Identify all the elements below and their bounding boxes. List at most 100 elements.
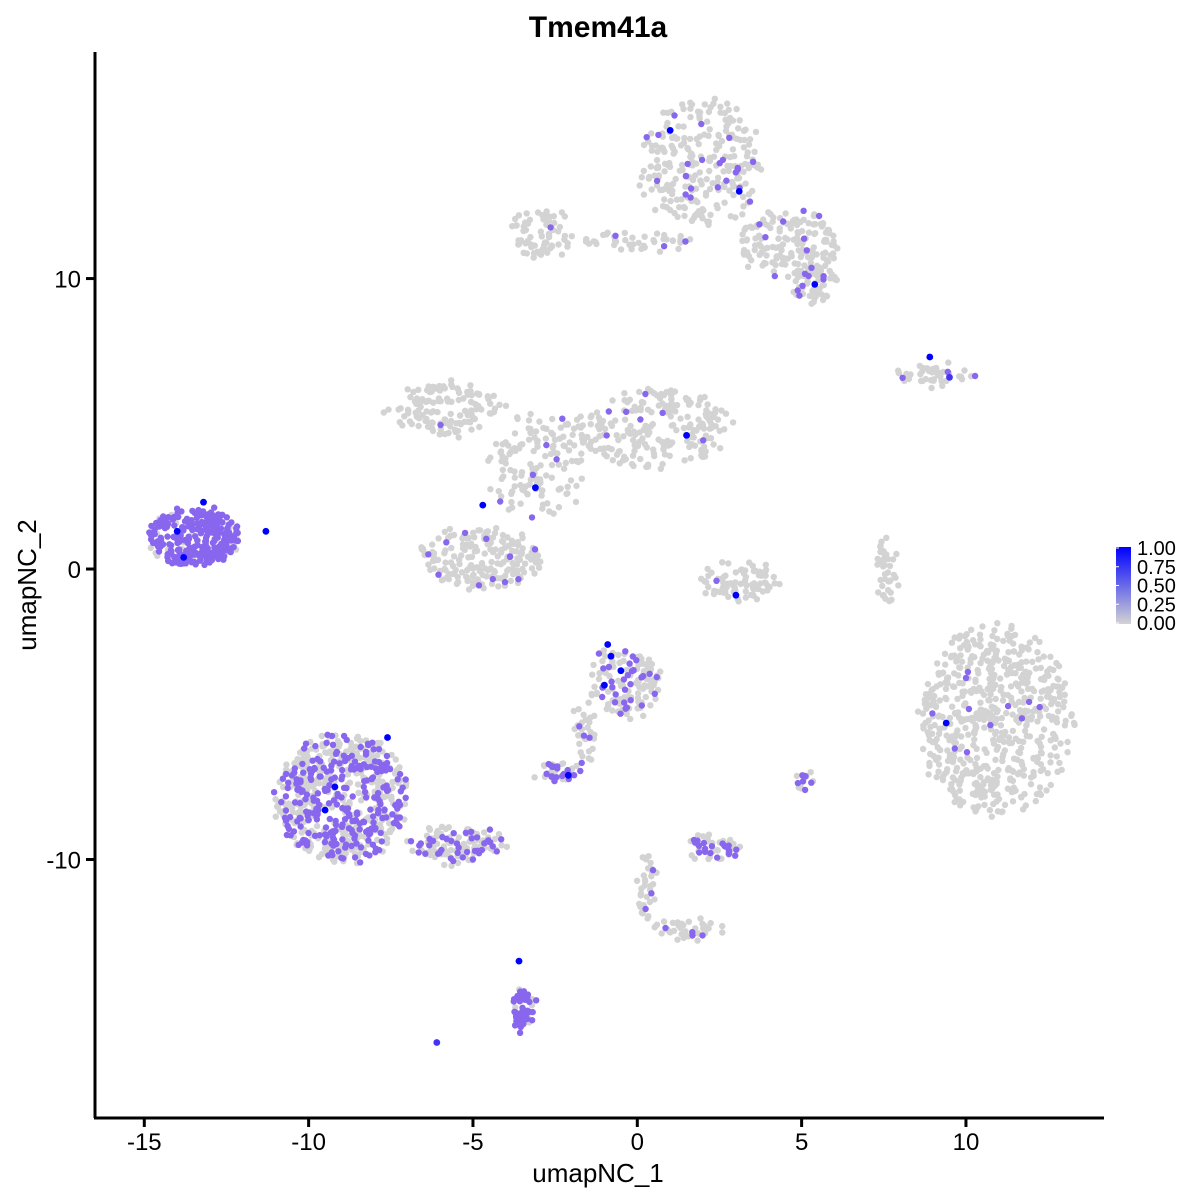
cell-point (1005, 649, 1012, 656)
cell-point (648, 147, 655, 154)
cell-point (648, 186, 655, 193)
cell-point (154, 521, 161, 528)
cell-point (1068, 711, 1075, 718)
cell-point (450, 553, 458, 560)
cell-point (648, 142, 656, 149)
cell-point (819, 221, 826, 229)
cell-point (1014, 756, 1021, 763)
cell-point (973, 754, 981, 762)
cell-point (649, 866, 657, 874)
cell-point (356, 826, 363, 833)
cell-point (646, 898, 654, 906)
cell-point (1009, 727, 1017, 735)
cell-point (1003, 709, 1010, 717)
cell-point (928, 384, 935, 392)
high-expression-point (811, 281, 819, 288)
high-expression-point (946, 373, 953, 381)
cell-point (992, 681, 999, 689)
cell-point (629, 452, 637, 459)
cell-point (725, 560, 732, 567)
cell-point (642, 693, 649, 701)
cell-point (314, 790, 322, 797)
cell-point (474, 577, 482, 584)
cell-point (520, 487, 527, 494)
cell-point (879, 582, 886, 590)
cell-point (776, 580, 783, 588)
cell-point (430, 399, 437, 406)
cell-point (633, 657, 640, 664)
cell-point (964, 668, 972, 676)
cell-point (1004, 702, 1012, 710)
cell-point (448, 377, 455, 384)
cell-point (551, 436, 559, 443)
cell-point (726, 134, 733, 141)
cell-point (438, 577, 446, 584)
high-expression-point (601, 681, 608, 689)
cell-point (1037, 749, 1045, 756)
cell-point (976, 631, 984, 638)
cell-point (394, 776, 401, 783)
cell-point (587, 714, 594, 721)
cell-point (362, 748, 370, 756)
cell-point (688, 217, 696, 224)
cell-point (405, 407, 412, 414)
cell-point (1018, 794, 1025, 801)
cell-point (633, 877, 641, 884)
cell-point (703, 176, 710, 183)
cell-point (468, 410, 475, 418)
cell-point (441, 430, 448, 438)
cell-point (935, 730, 943, 737)
cell-point (729, 146, 737, 153)
cell-point (962, 770, 969, 777)
y-tick-label: 10 (54, 267, 81, 294)
cell-point (923, 705, 930, 712)
cell-point (375, 777, 382, 784)
cell-point (634, 690, 642, 697)
cell-point (1047, 752, 1054, 759)
cell-point (544, 500, 551, 507)
cell-point (677, 237, 684, 245)
cell-point (673, 427, 680, 434)
cell-point (701, 848, 709, 855)
cell-point (551, 219, 558, 227)
cell-point (548, 474, 555, 481)
cell-point (592, 447, 599, 455)
cell-point (516, 556, 524, 564)
cell-point (495, 583, 502, 590)
cell-point (590, 661, 597, 669)
cell-point (288, 772, 296, 779)
cell-point (356, 762, 363, 769)
cell-point (488, 558, 495, 566)
high-expression-point (532, 484, 539, 492)
cell-point (412, 409, 419, 416)
cell-point (983, 647, 991, 655)
cell-point (914, 708, 922, 715)
cell-point (648, 130, 655, 137)
cell-point (799, 282, 806, 289)
cell-point (721, 199, 728, 206)
cell-point (668, 190, 676, 198)
cell-point (1034, 758, 1041, 766)
cell-point (340, 855, 347, 862)
cell-point (637, 416, 644, 423)
cell-point (732, 569, 739, 576)
cell-point (358, 797, 365, 804)
cell-point (939, 773, 946, 780)
cell-point (688, 101, 696, 108)
cell-point (531, 570, 538, 577)
cell-point (650, 446, 657, 453)
cell-point (968, 714, 976, 722)
cell-point (221, 537, 229, 545)
cell-point (584, 724, 591, 731)
cell-point (607, 420, 614, 427)
cell-point (367, 806, 374, 813)
cell-point (747, 223, 754, 230)
cell-point (361, 788, 369, 796)
cell-point (148, 531, 156, 538)
cell-point (1017, 664, 1024, 671)
cell-point (441, 565, 448, 573)
cell-point (550, 510, 557, 517)
cell-point (1006, 739, 1013, 747)
cell-point (560, 465, 568, 472)
cell-point (568, 233, 575, 240)
